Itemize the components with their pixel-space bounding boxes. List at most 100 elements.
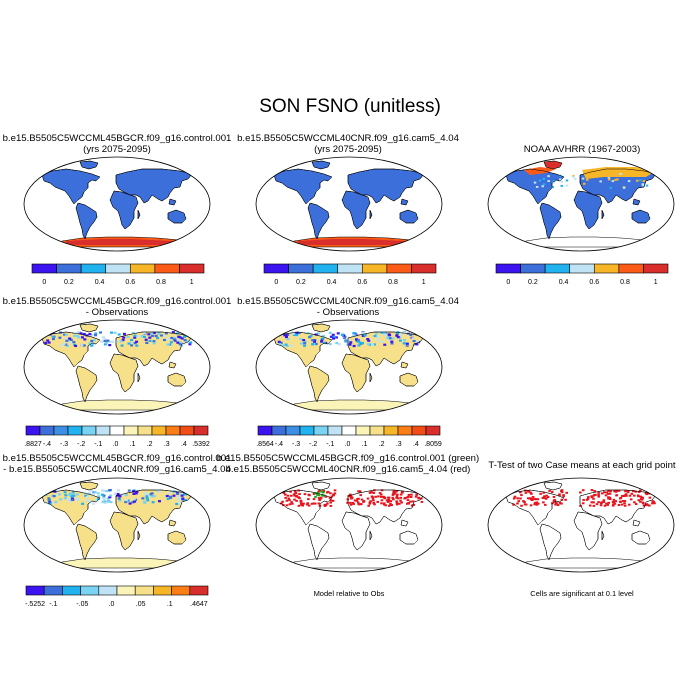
coastline <box>543 481 563 491</box>
bias-cell <box>363 334 367 337</box>
bias-cell <box>329 335 333 338</box>
colorbar-tick-label: -.5252 <box>25 601 45 608</box>
colorbar-swatch <box>569 263 595 274</box>
significant-cell <box>417 497 420 500</box>
bias-cell <box>102 494 106 497</box>
bias-cell <box>415 343 419 346</box>
bias-cell <box>116 492 120 496</box>
significant-cell <box>380 499 384 502</box>
colorbar-tick-label: 0.8 <box>156 279 166 286</box>
continent <box>505 489 565 526</box>
bias-cell <box>118 495 122 498</box>
bias-cell <box>91 342 95 345</box>
significant-cell <box>368 501 372 504</box>
bias-cell <box>59 344 63 347</box>
significant-cell <box>307 504 311 507</box>
colorbar-tick-label: -.1 <box>326 441 334 448</box>
significant-cell <box>411 500 415 503</box>
significant-cell <box>398 502 401 505</box>
bias-cell <box>72 341 76 344</box>
bias-cell <box>172 494 176 497</box>
snow-cell <box>607 177 611 180</box>
bias-cell <box>311 343 315 346</box>
bias-cell <box>416 340 420 343</box>
significant-cell <box>640 496 643 499</box>
significant-cell <box>597 495 600 498</box>
significant-cell <box>642 504 646 507</box>
significant-cell <box>546 496 550 499</box>
significant-cell <box>524 503 528 506</box>
significant-cell <box>420 500 424 503</box>
coastline <box>543 160 563 170</box>
panel-title-ttest: T-Test of two Case means at each grid po… <box>488 460 675 471</box>
colorbar-swatch <box>544 263 571 274</box>
bias-cell <box>332 337 336 340</box>
bias-cell <box>371 343 375 346</box>
colorbar-swatch <box>361 263 388 274</box>
significant-cell <box>560 491 564 494</box>
bias-cell <box>285 344 289 348</box>
significant-cell <box>400 501 403 504</box>
significant-cell <box>588 504 592 507</box>
bias-cell <box>48 502 52 505</box>
bias-cell <box>126 499 130 502</box>
colorbar-swatch <box>171 585 191 596</box>
map-obs <box>487 156 675 252</box>
significant-cell <box>392 490 396 493</box>
significant-cell <box>297 504 301 507</box>
bias-cell <box>132 498 136 501</box>
bias-cell <box>147 333 151 336</box>
bias-cell <box>117 333 121 336</box>
bias-cell <box>73 334 77 338</box>
snow-cell <box>547 180 550 183</box>
significant-cell <box>387 499 390 502</box>
colorbar-swatch <box>411 263 437 274</box>
panel-title-case2: b.e15.B5505C5WCCML40CNR.f09_g16.cam5_4.0… <box>237 133 459 155</box>
colorbar-swatch <box>25 425 41 436</box>
significant-cell <box>625 494 628 497</box>
bias-cell <box>184 331 188 334</box>
bias-cell <box>380 331 384 334</box>
colorbar-tick-label: -.4 <box>275 441 283 448</box>
bias-cell <box>51 335 55 338</box>
snow-cell <box>642 180 646 183</box>
bias-cell <box>114 340 118 343</box>
bias-cell <box>309 334 313 338</box>
colorbar-swatch <box>193 425 209 436</box>
bias-cell <box>178 501 182 504</box>
panel-title-line2: (yrs 2075-2095) <box>83 144 151 155</box>
bias-cell <box>176 495 180 498</box>
bias-cell <box>64 343 68 346</box>
colorbar-tick-label: 0.8 <box>388 279 398 286</box>
bias-cell <box>47 499 51 502</box>
significant-cell <box>581 502 585 505</box>
bias-cell <box>168 337 172 340</box>
bias-cell <box>56 490 60 493</box>
significant-cell <box>407 493 411 496</box>
coastline <box>573 190 603 230</box>
significant-cell <box>407 502 410 505</box>
bias-cell <box>113 331 117 334</box>
colorbar-swatch <box>257 425 273 436</box>
antarctica <box>525 557 647 569</box>
continent <box>539 523 562 561</box>
bias-cell <box>99 340 103 343</box>
significant-cell <box>648 496 652 499</box>
significant-cell <box>318 499 321 502</box>
bias-cell <box>344 340 348 343</box>
bias-cell <box>121 338 125 342</box>
significant-cell <box>399 499 402 502</box>
significant-cell <box>543 495 546 498</box>
bias-cell <box>372 343 376 346</box>
bias-cell <box>403 338 407 342</box>
significant-cell <box>308 494 311 497</box>
significant-cell <box>306 502 310 505</box>
bias-cell <box>89 489 93 492</box>
bias-cell <box>75 497 79 500</box>
bias-cell <box>347 338 351 342</box>
significant-cell <box>624 493 628 496</box>
significant-cell <box>287 497 291 500</box>
bias-cell <box>47 341 51 344</box>
coastline <box>273 331 333 368</box>
bias-cell <box>152 342 156 345</box>
